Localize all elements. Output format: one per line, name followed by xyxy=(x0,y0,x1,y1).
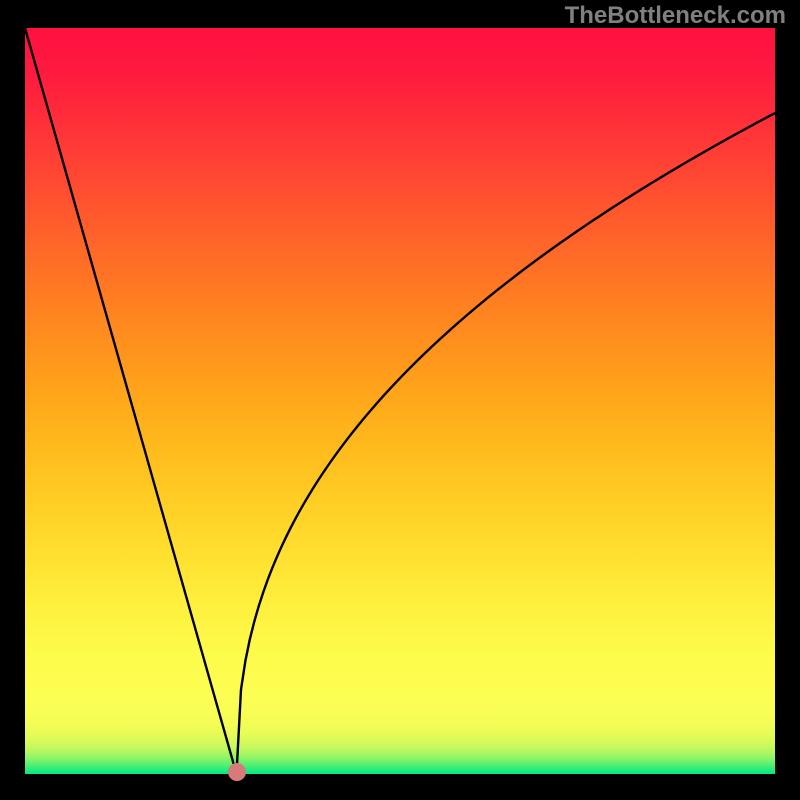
bottleneck-curve xyxy=(0,0,800,800)
watermark-text: TheBottleneck.com xyxy=(565,2,786,30)
optimum-marker xyxy=(228,763,246,781)
